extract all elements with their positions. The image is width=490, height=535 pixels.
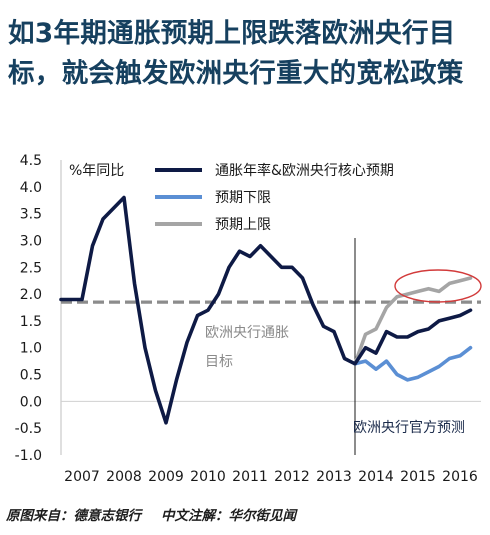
source-credit: 原图来自：德意志银行 [6, 508, 141, 524]
y-tick-label: -1.0 [15, 448, 42, 464]
y-tick-label: 2.0 [20, 287, 42, 303]
legend-label: 预期下限 [215, 190, 271, 206]
target-line-label: 欧洲央行通胀 [205, 325, 289, 341]
x-tick-label: 2014 [358, 469, 394, 485]
highlight-ellipse [394, 269, 482, 303]
y-tick-label: 0.0 [20, 394, 42, 410]
translation-credit: 中文注解：华尔街见闻 [161, 508, 296, 524]
x-tick-label: 2015 [400, 469, 436, 485]
x-tick-label: 2011 [232, 469, 268, 485]
x-tick-label: 2007 [64, 469, 100, 485]
y-tick-label: 3.0 [20, 233, 42, 249]
y-tick-label: 1.0 [20, 341, 42, 357]
target-line-label: 目标 [205, 354, 233, 370]
y-tick-label: 4.5 [20, 153, 42, 169]
x-tick-label: 2013 [316, 469, 352, 485]
x-tick-label: 2016 [442, 469, 478, 485]
y-axis-label: %年同比 [69, 163, 124, 179]
series-line [353, 345, 473, 382]
x-tick-label: 2012 [274, 469, 310, 485]
x-tick-label: 2009 [148, 469, 184, 485]
forecast-label: 欧洲央行官方预测 [353, 420, 465, 436]
y-tick-label: 2.5 [20, 260, 42, 276]
chart-title: 如3年期通胀预期上限跌落欧洲央行目 标，就会触发欧洲央行重大的宽松政策 [8, 14, 486, 94]
x-tick-label: 2010 [190, 469, 226, 485]
series-line [353, 276, 473, 366]
title-line-1: 如3年期通胀预期上限跌落欧洲央行目 [8, 18, 456, 49]
title-line-2: 标，就会触发欧洲央行重大的宽松政策 [8, 58, 464, 89]
x-tick-label: 2008 [106, 469, 142, 485]
legend-label: 预期上限 [215, 217, 271, 233]
y-tick-label: -0.5 [15, 421, 42, 437]
y-tick-label: 3.5 [20, 207, 42, 223]
y-tick-label: 4.0 [20, 180, 42, 196]
y-tick-label: 0.5 [20, 368, 42, 384]
source-note: 原图来自：德意志银行 中文注解：华尔街见闻 [6, 504, 296, 524]
series-line [59, 195, 473, 425]
legend-label: 通胀年率&欧洲央行核心预期 [215, 162, 394, 179]
y-tick-label: 1.5 [20, 314, 42, 330]
